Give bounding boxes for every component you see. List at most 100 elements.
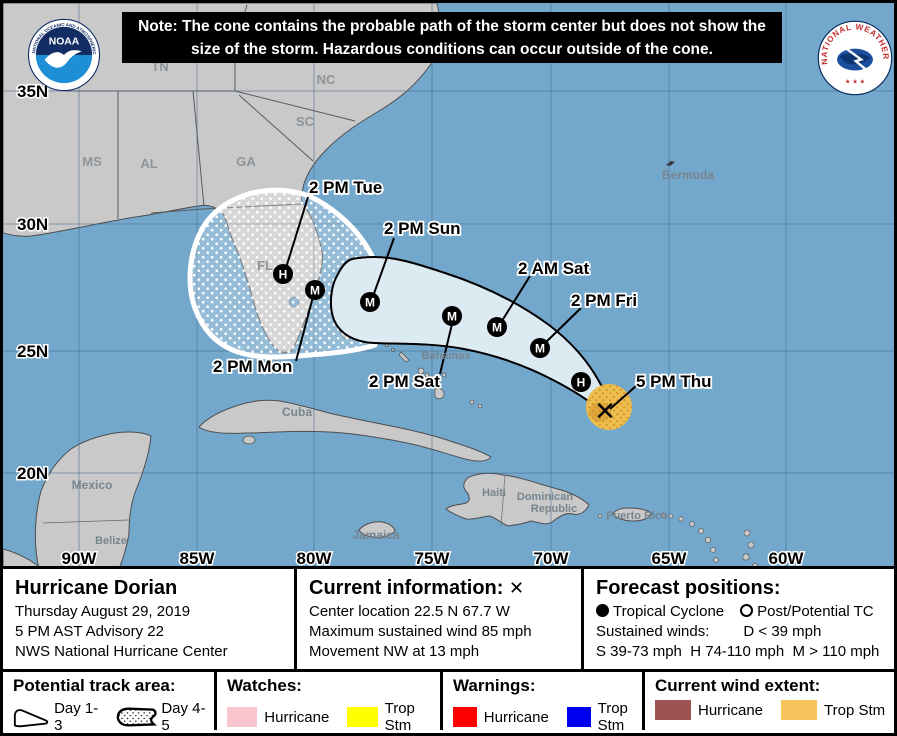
- sustained-winds-label: Sustained winds:: [596, 623, 710, 640]
- svg-text:AL: AL: [140, 156, 157, 171]
- storm-advisory: 5 PM AST Advisory 22: [15, 623, 164, 640]
- map-canvas: H M M M M M H ✕ 2 PM Tue 2 PM Sun 2 AM S…: [3, 3, 894, 570]
- svg-text:60W: 60W: [769, 549, 805, 568]
- trop-storm-watch-swatch: [347, 707, 378, 727]
- svg-text:65W: 65W: [652, 549, 688, 568]
- label-2pm-tue: 2 PM Tue: [309, 178, 382, 197]
- hurricane-warning-swatch: [453, 707, 477, 727]
- wind-m-label: M > 110 mph: [792, 643, 880, 660]
- noaa-seagull-icon: [44, 50, 82, 68]
- svg-text:H: H: [577, 376, 586, 390]
- cuba-land: [198, 399, 492, 462]
- svg-text:90W: 90W: [62, 549, 98, 568]
- banner-text: Note: The cone contains the probable pat…: [138, 18, 766, 58]
- watches-legend: Watches: Hurricane Trop Stm: [217, 672, 443, 733]
- current-info-section: Current information: ✕ Center location 2…: [297, 569, 584, 669]
- label-2am-sat: 2 AM Sat: [518, 259, 590, 278]
- storm-title: Hurricane Dorian: [15, 577, 178, 599]
- marker-2pm-sun: M: [360, 292, 380, 312]
- svg-text:H: H: [279, 268, 288, 282]
- marker-2pm-mon: M: [305, 280, 325, 300]
- max-wind: Maximum sustained wind 85 mph: [309, 623, 532, 640]
- svg-text:FL: FL: [257, 258, 273, 273]
- hurricane-warning-label: Hurricane: [483, 708, 549, 726]
- trop-storm-warning-swatch: [566, 707, 591, 727]
- trop-storm-extent-label: Trop Stm: [824, 701, 886, 719]
- watches-title: Watches:: [227, 676, 302, 695]
- forecast-positions-section: Forecast positions: Tropical Cyclone Post…: [584, 569, 894, 669]
- svg-text:M: M: [535, 342, 545, 356]
- warnings-title: Warnings:: [453, 676, 536, 695]
- hurricane-extent-label: Hurricane: [698, 701, 764, 719]
- yucatan-land: [34, 431, 152, 570]
- hispaniola-land: [445, 472, 590, 527]
- gridlines: [3, 3, 894, 569]
- label-2pm-fri: 2 PM Fri: [571, 291, 637, 310]
- hurricane-extent-swatch: [655, 700, 691, 720]
- svg-text:M: M: [492, 321, 502, 335]
- marker-2pm-fri: M: [530, 338, 550, 358]
- svg-text:SC: SC: [296, 114, 315, 129]
- storm-agency: NWS National Hurricane Center: [15, 643, 228, 660]
- current-position-x-marker: ✕: [594, 396, 616, 426]
- latitude-labels: 35N 30N 25N 20N: [16, 81, 50, 485]
- svg-text:30N: 30N: [17, 215, 48, 234]
- wind-h-label: H 74-110 mph: [690, 643, 785, 660]
- svg-text:85W: 85W: [180, 549, 216, 568]
- wind-d-label: D < 39 mph: [743, 623, 822, 640]
- post-potential-ring-icon: [740, 604, 754, 617]
- jamaica-land: [358, 521, 396, 538]
- storm-date: Thursday August 29, 2019: [15, 603, 191, 620]
- svg-text:Bahamas: Bahamas: [422, 350, 471, 362]
- svg-text:Jamaica: Jamaica: [352, 528, 400, 542]
- label-5pm-thu: 5 PM Thu: [636, 372, 712, 391]
- nws-stars: ★ ★ ★: [845, 79, 866, 86]
- svg-text:NC: NC: [317, 72, 336, 87]
- trop-storm-watch-label: Trop Stm: [384, 700, 415, 734]
- bermuda-island: [666, 161, 675, 166]
- svg-text:Bermuda: Bermuda: [662, 168, 714, 182]
- day4-5-cone-icon: [116, 707, 157, 727]
- day1-3-cone-icon: [13, 709, 49, 728]
- nws-lightning-icon: [843, 46, 870, 73]
- isla-juventud: [242, 435, 256, 445]
- label-leader-lines: [284, 196, 637, 410]
- tropical-cyclone-label: Tropical Cyclone: [613, 603, 725, 620]
- cone-disclaimer-banner: Note: The cone contains the probable pat…: [122, 12, 782, 63]
- hurricane-watch-swatch: [227, 707, 258, 727]
- svg-text:Haiti: Haiti: [482, 487, 506, 499]
- current-info-title: Current information:: [309, 577, 504, 599]
- trop-storm-warning-label: Trop Stm: [597, 700, 628, 734]
- svg-text:35N: 35N: [17, 82, 48, 101]
- current-x-glyph: ✕: [509, 578, 525, 598]
- day4-5-label: Day 4-5: [161, 700, 206, 734]
- puerto-rico-land: [612, 507, 653, 522]
- potential-track-area-legend: Potential track area: Day 1-3 Day 4-5: [3, 672, 217, 733]
- label-2pm-sat: 2 PM Sat: [369, 372, 440, 391]
- label-2pm-mon: 2 PM Mon: [213, 357, 292, 376]
- noaa-logo: NATIONAL OCEANIC AND ATMOSPHERIC ADMINIS…: [27, 18, 101, 92]
- svg-text:Cuba: Cuba: [282, 405, 312, 419]
- legend-row: Potential track area: Day 1-3 Day 4-5 Wa…: [3, 672, 894, 733]
- marker-2am-sat: M: [487, 317, 507, 337]
- svg-text:70W: 70W: [534, 549, 570, 568]
- svg-text:20N: 20N: [17, 464, 48, 483]
- nws-logo: NATIONAL WEATHER SERVICE ★ ★ ★: [816, 19, 893, 96]
- place-labels: Bermuda Cuba Mexico Belize Jamaica Haiti…: [72, 168, 715, 547]
- track-time-labels: 2 PM Tue 2 PM Sun 2 AM Sat 2 PM Fri 5 PM…: [211, 176, 713, 393]
- svg-text:Dominican: Dominican: [517, 491, 574, 503]
- wind-extent-title: Current wind extent:: [655, 676, 821, 695]
- post-potential-label: Post/Potential TC: [757, 603, 874, 620]
- svg-text:75W: 75W: [415, 549, 451, 568]
- svg-text:Republic: Republic: [531, 503, 577, 515]
- info-panel: Hurricane Dorian Thursday August 29, 201…: [3, 566, 894, 733]
- hurricane-watch-label: Hurricane: [264, 708, 330, 726]
- svg-text:GA: GA: [236, 154, 256, 169]
- wind-s-label: S 39-73 mph: [596, 643, 682, 660]
- info-row: Hurricane Dorian Thursday August 29, 201…: [3, 569, 894, 672]
- forecast-cone-map: H M M M M M H ✕ 2 PM Tue 2 PM Sun 2 AM S…: [3, 3, 894, 570]
- svg-text:Mexico: Mexico: [72, 478, 113, 492]
- nws-cloud-shadow: [839, 53, 871, 65]
- forecast-position-markers: H M M M M M H: [273, 264, 591, 392]
- center-location: Center location 22.5 N 67.7 W: [309, 603, 510, 620]
